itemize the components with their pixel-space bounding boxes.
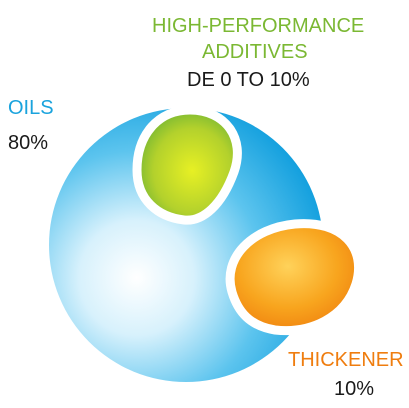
additives-value: DE 0 TO 10% — [187, 69, 310, 91]
oils-value: 80% — [8, 132, 49, 154]
oils-label: OILS — [8, 97, 54, 119]
thickener-value: 10% — [334, 378, 375, 400]
thickener-drop — [225, 219, 364, 336]
additives-label-line-1: HIGH-PERFORMANCE — [152, 15, 365, 37]
additives-label-line-2: ADDITIVES — [202, 41, 308, 63]
additives-drop — [132, 105, 242, 225]
thickener-label: THICKENER — [288, 349, 404, 371]
